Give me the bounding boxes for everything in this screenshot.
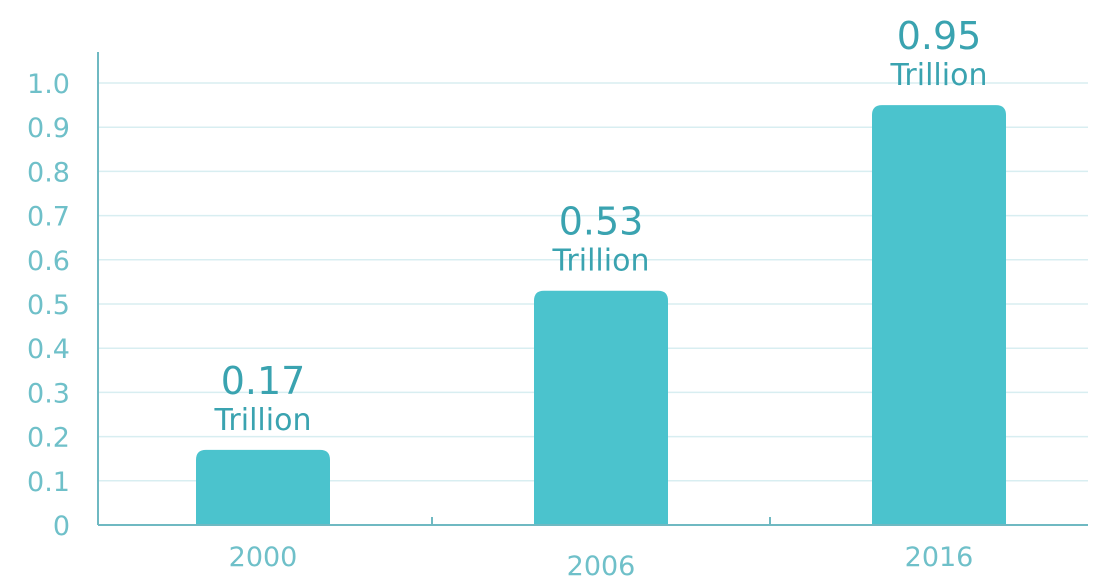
- y-tick-label: 0.3: [27, 378, 70, 409]
- y-tick-label: 0.4: [27, 334, 70, 365]
- data-label-unit: Trillion: [552, 244, 650, 279]
- data-label-value: 0.53: [559, 200, 644, 244]
- bar-2016: [872, 105, 1006, 525]
- bar-2006: [534, 290, 668, 525]
- y-tick-label: 0.9: [27, 113, 70, 144]
- y-tick-label: 1.0: [27, 69, 70, 100]
- y-tick-label: 0.1: [27, 467, 70, 498]
- y-tick-label: 0.6: [27, 246, 70, 277]
- y-tick-label: 0.7: [27, 202, 70, 233]
- y-axis-ticks: 0 0.1 0.2 0.3 0.4 0.5 0.6 0.7 0.8 0.9 1.0: [27, 69, 70, 542]
- y-tick-label: 0.2: [27, 423, 70, 454]
- x-tick-label: 2000: [229, 542, 298, 573]
- x-tick-label: 2016: [905, 542, 974, 573]
- y-tick-label: 0.8: [27, 157, 70, 188]
- x-tick-label: 2006: [567, 551, 636, 576]
- data-label-unit: Trillion: [214, 403, 312, 438]
- y-tick-label: 0.5: [27, 290, 70, 321]
- data-label-unit: Trillion: [890, 58, 988, 93]
- x-axis-ticks: 2000 2006 2016: [229, 517, 974, 576]
- y-tick-label: 0: [53, 511, 70, 542]
- bar-2000: [196, 449, 330, 525]
- data-label-value: 0.95: [897, 14, 982, 58]
- bars: [196, 105, 1006, 525]
- data-label-value: 0.17: [221, 359, 306, 403]
